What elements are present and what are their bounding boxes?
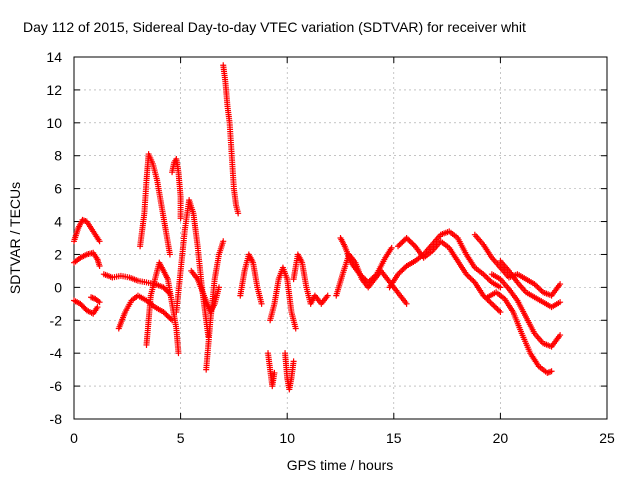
data-point — [397, 268, 404, 275]
data-point — [537, 286, 544, 293]
data-point — [258, 300, 265, 307]
data-point — [497, 284, 504, 291]
data-point — [468, 276, 475, 283]
data-point — [535, 285, 542, 292]
y-tick-label: -6 — [50, 378, 63, 394]
data-point — [177, 215, 184, 222]
data-point — [94, 304, 101, 311]
data-point — [497, 309, 504, 316]
data-point — [96, 299, 103, 306]
y-tick-label: 2 — [54, 246, 62, 262]
data-point — [534, 283, 541, 290]
y-tick-label: 0 — [54, 279, 62, 295]
data-point — [557, 332, 564, 339]
data-point — [163, 311, 170, 318]
data-point — [235, 210, 242, 217]
data-point — [215, 284, 222, 291]
data-point — [490, 302, 497, 309]
x-axis-label: GPS time / hours — [287, 457, 394, 473]
y-tick-label: 10 — [46, 115, 62, 131]
data-points — [71, 62, 564, 393]
data-point — [166, 251, 173, 258]
chart-title: Day 112 of 2015, Sidereal Day-to-day VTE… — [23, 19, 526, 35]
data-point — [400, 265, 407, 272]
data-point — [271, 369, 278, 376]
x-tick-label: 0 — [70, 430, 78, 446]
data-point — [403, 235, 410, 241]
data-point — [175, 350, 182, 357]
data-point — [409, 240, 416, 247]
data-point — [557, 299, 564, 306]
x-tick-label: 10 — [279, 430, 295, 446]
data-point — [557, 281, 564, 288]
y-tick-label: 8 — [54, 148, 62, 164]
data-point — [466, 273, 473, 280]
data-point — [290, 358, 297, 365]
data-point — [292, 325, 299, 332]
y-tick-label: -4 — [50, 345, 63, 361]
data-point — [96, 262, 103, 269]
y-tick-label: 6 — [54, 181, 62, 197]
x-tick-label: 15 — [386, 430, 402, 446]
x-tick-label: 20 — [493, 430, 509, 446]
y-tick-label: 4 — [54, 214, 62, 230]
data-point — [493, 304, 500, 311]
data-point — [324, 292, 331, 299]
data-point — [399, 267, 406, 274]
data-point — [96, 238, 103, 245]
data-point — [494, 306, 501, 313]
data-point — [403, 300, 410, 307]
data-point — [487, 299, 494, 306]
data-point — [406, 237, 413, 244]
y-tick-label: -2 — [50, 312, 63, 328]
data-point — [491, 303, 498, 310]
data-point — [495, 307, 502, 314]
data-point — [486, 276, 493, 283]
data-point — [405, 236, 412, 243]
axis-ticks: 0 5 10 15 20 25 -8 -6 -4 -2 0 2 4 6 8 10 12 14 — [46, 49, 615, 446]
data-point — [548, 368, 555, 375]
data-point — [397, 240, 404, 247]
y-tick-label: 12 — [46, 82, 62, 98]
x-tick-label: 25 — [599, 430, 615, 446]
data-point — [407, 239, 414, 246]
data-point — [164, 313, 171, 320]
x-tick-label: 5 — [177, 430, 185, 446]
y-tick-label: -8 — [50, 411, 63, 427]
data-point — [483, 273, 490, 280]
data-point — [220, 238, 227, 245]
data-point — [166, 314, 173, 321]
data-point — [395, 243, 402, 250]
data-point — [467, 275, 474, 282]
data-point — [396, 241, 403, 248]
data-point — [388, 244, 395, 251]
data-point — [167, 315, 174, 322]
data-point — [400, 237, 407, 244]
y-tick-label: 14 — [46, 49, 62, 65]
y-axis-label: SDTVAR / TECUs — [7, 182, 23, 294]
data-point — [484, 275, 491, 282]
data-point — [399, 239, 406, 246]
data-point — [488, 300, 495, 307]
